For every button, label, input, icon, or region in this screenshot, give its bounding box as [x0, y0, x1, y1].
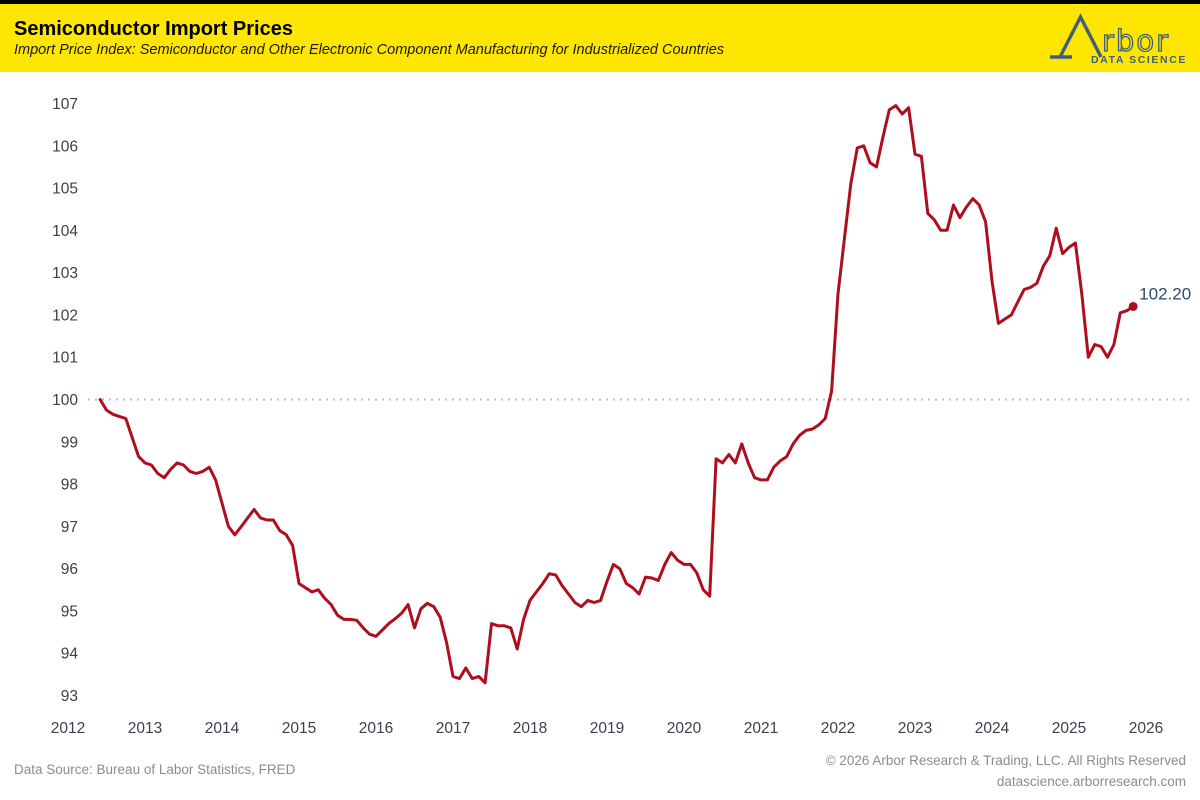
y-axis-tick-label: 98	[61, 477, 78, 494]
x-axis-tick-label: 2025	[1052, 720, 1086, 737]
y-axis-tick-label: 96	[61, 561, 78, 578]
y-axis-tick-label: 99	[61, 434, 78, 451]
x-axis-tick-label: 2023	[898, 720, 932, 737]
logo-tagline-text: DATA SCIENCE	[1091, 54, 1186, 66]
x-axis-tick-label: 2015	[282, 720, 316, 737]
page-title: Semiconductor Import Prices	[14, 17, 293, 40]
y-axis-tick-label: 93	[61, 688, 78, 705]
x-axis-tick-label: 2021	[744, 720, 778, 737]
x-axis-tick-label: 2013	[128, 720, 162, 737]
website-note: datascience.arborresearch.com	[996, 773, 1186, 789]
header-titles: Semiconductor Import Prices Import Price…	[14, 18, 724, 59]
y-axis-tick-label: 95	[61, 603, 78, 620]
header-banner: Semiconductor Import Prices Import Price…	[0, 0, 1200, 72]
y-axis-tick-label: 106	[52, 138, 78, 155]
price-line	[98, 104, 1135, 685]
y-axis-tick-label: 94	[61, 646, 79, 663]
y-axis-tick-label: 107	[52, 96, 78, 113]
x-axis-tick-label: 2019	[590, 720, 624, 737]
x-axis-tick-label: 2016	[359, 720, 393, 737]
x-axis-tick-label: 2012	[51, 720, 85, 737]
data-source-note: Data Source: Bureau of Labor Statistics,…	[14, 762, 296, 777]
copyright-note: © 2026 Arbor Research & Trading, LLC. Al…	[825, 753, 1186, 768]
y-axis-tick-label: 102	[52, 307, 78, 324]
x-axis-tick-label: 2026	[1129, 720, 1163, 737]
y-axis-tick-label: 105	[52, 181, 78, 198]
end-value-label: 102.20	[1139, 284, 1191, 303]
footer-right: © 2026 Arbor Research & Trading, LLC. Al…	[826, 751, 1186, 793]
logo-brand-text: rbor	[1102, 24, 1170, 58]
arbor-logo-svg: rbor DATA SCIENCE	[1050, 13, 1186, 66]
y-axis-tick-label: 97	[61, 519, 78, 536]
y-axis-tick-label: 103	[52, 265, 78, 282]
y-axis-tick-label: 101	[52, 350, 78, 367]
page-subtitle: Import Price Index: Semiconductor and Ot…	[14, 41, 725, 58]
end-point-dot	[1128, 301, 1138, 311]
x-axis-tick-label: 2020	[667, 720, 702, 737]
x-axis-tick-label: 2018	[513, 720, 547, 737]
x-axis-tick-label: 2022	[821, 720, 855, 737]
arbor-tree-icon	[1050, 13, 1103, 59]
x-axis-tick-label: 2017	[436, 720, 470, 737]
y-axis-tick-label: 104	[52, 223, 78, 240]
x-axis-tick-label: 2024	[975, 720, 1010, 737]
x-axis-tick-label: 2014	[205, 720, 240, 737]
arbor-logo: rbor DATA SCIENCE	[1044, 8, 1186, 68]
y-axis-tick-label: 100	[52, 392, 78, 409]
